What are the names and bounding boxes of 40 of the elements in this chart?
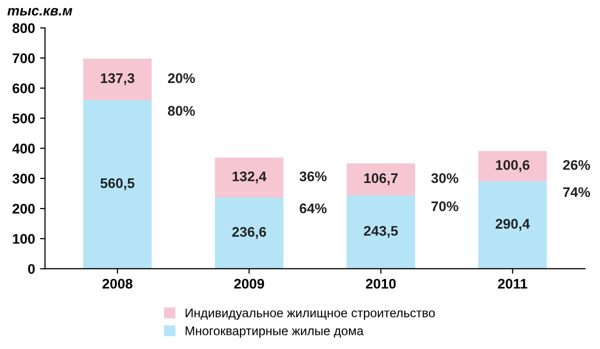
y-tick-label: 800 <box>12 23 35 34</box>
data-label: 137,3 <box>100 73 134 86</box>
bar <box>346 163 416 196</box>
data-label: 100,6 <box>496 160 530 172</box>
y-tick-label: 0 <box>28 264 35 274</box>
x-tick-label: 2010 <box>366 278 396 289</box>
annotation: 64% <box>300 203 327 214</box>
bar <box>214 158 284 198</box>
y-tick-label: 700 <box>12 53 35 64</box>
y-tick-label: 600 <box>12 83 35 94</box>
bar <box>478 181 547 269</box>
x-tick-label: 2008 <box>102 278 132 289</box>
x-tick-label: 2011 <box>498 278 528 289</box>
annotation: 26% <box>563 160 590 170</box>
y-tick-label: 200 <box>12 204 35 214</box>
y-tick-label: 300 <box>12 174 35 184</box>
annotation: 20% <box>168 73 195 84</box>
bar <box>83 58 152 100</box>
annotation: 80% <box>168 106 195 116</box>
data-label: 560,5 <box>100 178 134 190</box>
data-label: 243,5 <box>364 226 398 238</box>
data-label: 236,6 <box>232 227 266 239</box>
data-label: 106,7 <box>364 173 398 186</box>
data-label: 290,4 <box>496 218 530 231</box>
bar <box>346 195 416 269</box>
bar <box>214 198 284 269</box>
annotation: 74% <box>563 187 590 198</box>
bar <box>478 151 547 182</box>
y-tick-label: 400 <box>12 144 35 154</box>
y-tick-label: 500 <box>12 114 35 124</box>
bar <box>83 100 152 269</box>
legend-label: Многоквартирные жилые дома <box>186 326 364 338</box>
data-label: 132,4 <box>232 171 266 184</box>
legend-label: Индивидуальное жилищное строительство <box>186 308 435 320</box>
y-axis-title: тыс.кв.м <box>7 8 72 16</box>
y-tick-label: 100 <box>12 234 35 244</box>
annotation: 70% <box>432 201 458 212</box>
annotation: 36% <box>300 171 327 182</box>
x-tick-label: 2009 <box>234 278 264 289</box>
annotation: 30% <box>431 173 458 184</box>
